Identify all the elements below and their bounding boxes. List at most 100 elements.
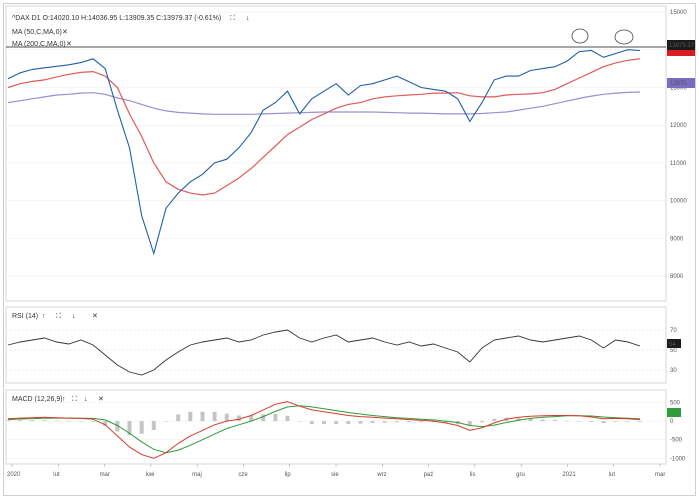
macd-histogram-bar bbox=[115, 421, 120, 432]
rsi-badge bbox=[667, 339, 681, 348]
macd-histogram-bar bbox=[565, 420, 570, 422]
macd-histogram-bar bbox=[552, 419, 557, 421]
macd-histogram-bar bbox=[6, 420, 10, 421]
macd-histogram-bar bbox=[236, 415, 241, 422]
macd-histogram bbox=[6, 411, 642, 435]
macd-histogram-bar bbox=[18, 420, 23, 421]
move-down-icon[interactable]: ↓ bbox=[84, 396, 88, 403]
macd-histogram-bar bbox=[54, 420, 59, 422]
macd-histogram-bar bbox=[480, 421, 484, 423]
ma200-close-icon[interactable]: ✕ bbox=[66, 41, 72, 48]
macd-panel: MACD (12,26,9) ↑ ⛶ ↓ ✕ 500 0 -500 -1000 bbox=[5, 389, 686, 465]
macd-histogram-bar bbox=[127, 421, 132, 435]
macd-histogram-bar bbox=[358, 421, 363, 424]
macd-histogram-bar bbox=[589, 421, 594, 422]
rsi-title: RSI (14) bbox=[12, 313, 38, 320]
x-tick-label: lip bbox=[285, 472, 292, 478]
macd-histogram-bar bbox=[212, 411, 217, 422]
rsi-close-icon[interactable]: ✕ bbox=[92, 313, 98, 320]
macd-histogram-bar bbox=[638, 421, 642, 422]
rsi-y-axis: 70 50 30 bbox=[670, 328, 677, 374]
macd-histogram-bar bbox=[309, 421, 314, 425]
price-y-tick: 13000 bbox=[670, 85, 687, 91]
macd-histogram-bar bbox=[273, 414, 278, 422]
price-plot-area bbox=[5, 5, 667, 302]
macd-histogram-bar bbox=[601, 421, 606, 423]
ma50-line bbox=[7, 58, 641, 196]
x-tick-label: sie bbox=[331, 472, 339, 478]
rsi-badge-text: 54 bbox=[669, 342, 676, 348]
ma50-badge bbox=[667, 50, 695, 56]
macd-histogram-bar bbox=[78, 421, 83, 422]
download-icon[interactable]: ↓ bbox=[246, 15, 250, 22]
price-title: ^DAX D1 O:14020.10 H:14036.95 L:13909.35… bbox=[12, 15, 221, 22]
macd-histogram-bar bbox=[419, 421, 424, 423]
rsi-line bbox=[7, 329, 641, 376]
x-tick-label: lis bbox=[470, 472, 476, 478]
macd-y-tick: 0 bbox=[670, 419, 674, 425]
macd-histogram-bar bbox=[66, 421, 71, 422]
macd-histogram-bar bbox=[322, 421, 326, 425]
macd-badge bbox=[667, 408, 681, 417]
macd-histogram-bar bbox=[285, 415, 290, 421]
macd-histogram-bar bbox=[382, 421, 387, 423]
x-tick-label: lut bbox=[53, 472, 60, 478]
expand-icon[interactable]: ⛶ bbox=[56, 312, 61, 320]
macd-histogram-bar bbox=[42, 420, 47, 421]
rsi-y-tick: 30 bbox=[670, 368, 677, 374]
x-tick-label: 2021 bbox=[562, 472, 576, 478]
price-y-tick: 12000 bbox=[670, 123, 687, 129]
macd-histogram-bar bbox=[431, 421, 436, 423]
move-up-icon[interactable]: ↑ bbox=[42, 313, 46, 320]
rsi-y-tick: 50 bbox=[670, 348, 677, 354]
x-tick-label: mar bbox=[100, 472, 110, 478]
annotation-circle bbox=[614, 29, 634, 45]
settings-icon[interactable]: ⛶ bbox=[230, 14, 235, 22]
rsi-panel: RSI (14) ↑ ⛶ ↓ ✕ 70 50 30 54 bbox=[5, 306, 681, 384]
x-tick-label: gru bbox=[516, 472, 525, 478]
macd-histogram-bar bbox=[297, 421, 302, 422]
macd-histogram-bar bbox=[249, 415, 254, 422]
move-up-icon[interactable]: ↑ bbox=[62, 396, 66, 403]
price-grid bbox=[6, 11, 666, 277]
macd-line bbox=[7, 401, 641, 459]
ma200-legend: MA (200,C,MA,0) bbox=[12, 41, 66, 48]
macd-plot-area bbox=[5, 389, 667, 465]
ma200-badge bbox=[667, 78, 695, 88]
macd-histogram-bar bbox=[407, 421, 412, 423]
macd-y-tick: -500 bbox=[670, 438, 683, 444]
macd-histogram-bar bbox=[200, 411, 205, 422]
macd-y-tick: -1000 bbox=[670, 456, 686, 462]
macd-histogram-bar bbox=[443, 421, 448, 423]
x-tick-label: kwi bbox=[146, 472, 155, 478]
macd-y-axis: 500 0 -500 -1000 bbox=[670, 400, 686, 462]
macd-histogram-bar bbox=[151, 421, 156, 430]
x-tick-label: wrz bbox=[376, 472, 386, 478]
ma50-close-icon[interactable]: ✕ bbox=[62, 29, 68, 36]
price-y-tick: 10000 bbox=[670, 199, 687, 205]
annotation-circle bbox=[571, 28, 589, 44]
macd-histogram-bar bbox=[577, 421, 582, 422]
macd-histogram-bar bbox=[91, 421, 96, 422]
macd-histogram-bar bbox=[334, 421, 339, 425]
macd-histogram-bar bbox=[188, 411, 193, 422]
macd-histogram-bar bbox=[467, 421, 472, 426]
macd-histogram-bar bbox=[103, 421, 108, 426]
move-down-icon[interactable]: ↓ bbox=[72, 313, 76, 320]
macd-y-tick: 500 bbox=[670, 400, 681, 406]
x-tick-label: lut bbox=[609, 472, 616, 478]
macd-histogram-bar bbox=[492, 418, 497, 421]
macd-title: MACD (12,26,9) bbox=[12, 396, 63, 403]
macd-histogram-bar bbox=[139, 421, 144, 434]
last-price-badge-text: 13979.37 bbox=[669, 43, 695, 49]
macd-histogram-bar bbox=[224, 413, 229, 421]
x-tick-label: maj bbox=[192, 472, 202, 478]
price-y-tick: 8000 bbox=[670, 274, 684, 280]
x-tick-label: paź bbox=[424, 472, 434, 478]
expand-icon[interactable]: ⛶ bbox=[72, 395, 77, 403]
macd-close-icon[interactable]: ✕ bbox=[98, 396, 104, 403]
x-tick-label: mar bbox=[655, 472, 665, 478]
macd-histogram-bar bbox=[261, 414, 266, 422]
price-panel: ^DAX D1 O:14020.10 H:14036.95 L:13909.35… bbox=[5, 5, 695, 302]
macd-histogram-bar bbox=[370, 421, 375, 423]
